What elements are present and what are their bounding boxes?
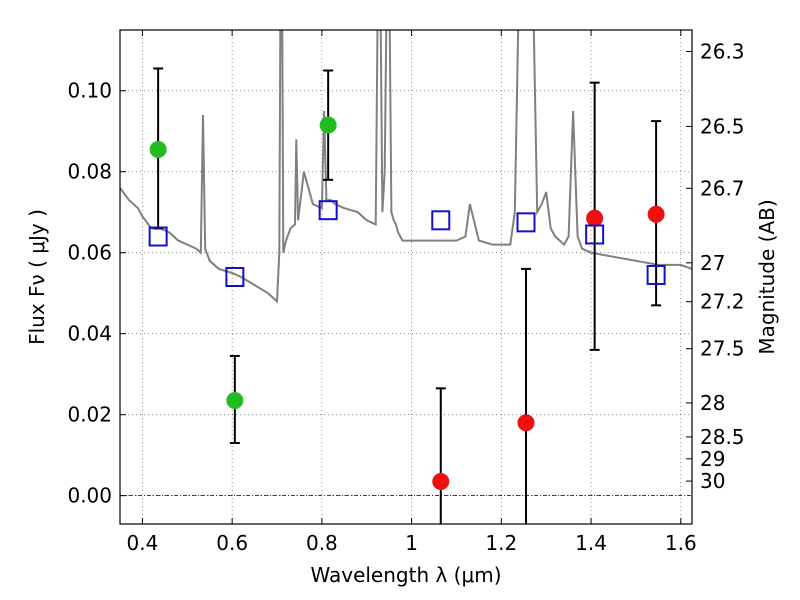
plot-frame <box>119 29 693 525</box>
y-tick-label: 0.06 <box>67 241 112 265</box>
right-y-axis-label: Magnitude (AB) <box>755 199 779 354</box>
magnitude-tick-label: 27.5 <box>700 337 745 361</box>
detection-point <box>319 116 337 134</box>
x-axis-ticks: 0.4 0.6 0.8 1 1.2 1.4 1.6 <box>127 30 697 555</box>
detection-point <box>149 140 167 158</box>
flux-point <box>647 205 665 223</box>
y-tick-label: 0.02 <box>67 403 112 427</box>
data-markers <box>148 116 666 490</box>
model-photometry-marker <box>646 264 666 285</box>
magnitude-tick-label: 30 <box>700 469 725 493</box>
x-tick-label: 1.2 <box>485 531 517 555</box>
magnitude-tick-label: 26.7 <box>700 176 745 200</box>
model-photometry-marker <box>318 200 338 221</box>
y-axis-ticks: 0.00 0.02 0.04 0.06 0.08 0.10 <box>67 79 126 508</box>
x-tick-label: 0.6 <box>216 531 248 555</box>
model-spectrum-line <box>120 30 692 304</box>
flux-point <box>517 414 535 432</box>
y-tick-label: 0.08 <box>67 160 112 184</box>
model-photometry-marker <box>225 267 245 287</box>
model-photometry-marker <box>431 210 451 231</box>
magnitude-tick-label: 28 <box>700 391 725 415</box>
magnitude-tick-label: 28.5 <box>700 425 745 449</box>
model-photometry-marker <box>516 212 536 233</box>
x-tick-label: 0.4 <box>127 531 159 555</box>
magnitude-tick-label: 27 <box>700 251 725 275</box>
y-axis-label: Flux Fν ( μJy ) <box>25 209 49 345</box>
flux-point <box>432 472 450 490</box>
y-tick-label: 0.00 <box>67 484 112 508</box>
x-tick-label: 1.6 <box>665 531 697 555</box>
x-tick-label: 1 <box>405 531 418 555</box>
detection-point <box>226 392 244 409</box>
y-tick-label: 0.04 <box>67 322 112 346</box>
magnitude-tick-label: 26.3 <box>700 39 745 63</box>
x-tick-label: 0.8 <box>306 531 338 555</box>
model-photometry-marker <box>585 224 605 245</box>
flux-point <box>586 209 604 227</box>
x-axis-label: Wavelength λ (μm) <box>310 563 501 587</box>
y-tick-label: 0.10 <box>67 79 112 103</box>
magnitude-tick-label: 26.5 <box>700 114 745 138</box>
magnitude-tick-label: 27.2 <box>700 290 745 314</box>
magnitude-tick-label: 29 <box>700 447 725 471</box>
model-photometry-marker <box>148 226 168 247</box>
x-tick-label: 1.4 <box>575 531 607 555</box>
